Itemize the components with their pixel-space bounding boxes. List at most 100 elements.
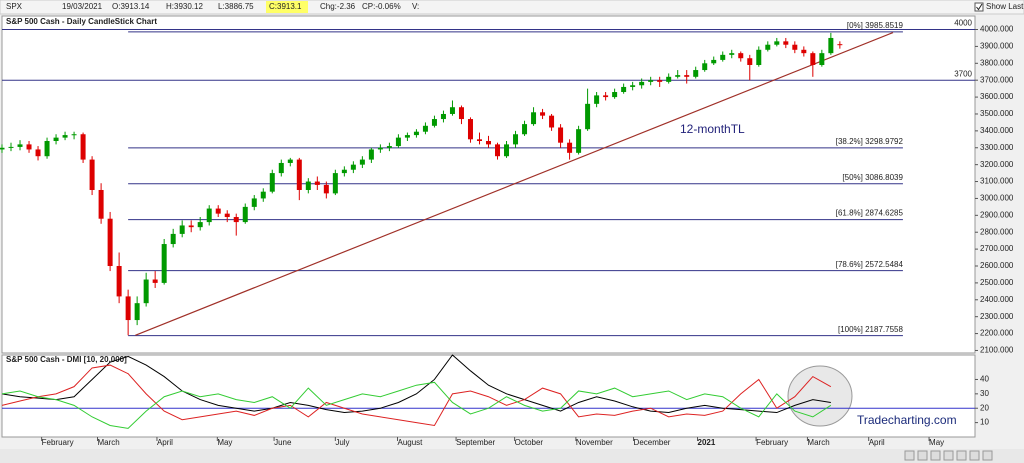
candle-body	[431, 119, 437, 126]
candle-body	[314, 181, 320, 185]
checkmark	[976, 3, 983, 11]
candle-body	[585, 103, 591, 130]
candle-body	[422, 125, 428, 132]
trendline	[135, 31, 894, 336]
candle-body	[819, 53, 825, 65]
y-tick-label: 3500.000	[980, 109, 1014, 118]
close-highlight	[266, 1, 308, 13]
y-tick-label: 3400.000	[980, 126, 1014, 135]
nav-button[interactable]	[956, 450, 967, 461]
y-tick-label: 30	[980, 389, 989, 398]
candle-body	[738, 53, 744, 59]
candle-body	[350, 164, 356, 170]
change: Chg:-2.36	[320, 2, 356, 11]
candle-body	[648, 80, 654, 82]
candle-body	[62, 135, 68, 138]
candle-body	[675, 75, 681, 77]
candle-body	[576, 129, 582, 153]
candle-body	[107, 218, 113, 267]
candle-body	[8, 146, 14, 148]
x-tick-label: July	[335, 438, 349, 447]
candle-body	[486, 141, 491, 145]
candle-body	[504, 144, 510, 157]
candle-body	[413, 131, 419, 136]
x-tick-label: March	[807, 438, 829, 447]
y-tick-label: 2200.000	[980, 329, 1014, 338]
candle-body	[603, 95, 609, 98]
candle-body	[152, 279, 158, 283]
dmi-title: S&P 500 Cash - DMI [10, 20.000]	[6, 355, 127, 364]
candle-body	[467, 119, 473, 140]
y-tick-label: 10	[980, 418, 989, 427]
dmi-panel	[1, 354, 976, 438]
x-tick-label: May	[217, 438, 232, 447]
nav-button[interactable]	[930, 450, 941, 461]
checkbox[interactable]	[974, 2, 984, 12]
volume: V:	[412, 2, 419, 11]
candle-body	[792, 44, 798, 50]
x-tick-label: February	[42, 438, 74, 447]
y-tick-label: 2900.000	[980, 210, 1014, 219]
candle-body	[594, 95, 600, 104]
candle-body	[558, 127, 564, 143]
candle-body	[287, 159, 293, 163]
candle-body	[368, 149, 374, 160]
candle-body	[233, 217, 239, 223]
candle-body	[828, 37, 834, 54]
candle-body	[711, 59, 717, 64]
high: H:3930.12	[166, 2, 203, 11]
x-tick-label: March	[97, 438, 119, 447]
candle-body	[17, 144, 23, 147]
candle-body	[251, 198, 257, 207]
candle-body	[395, 137, 401, 147]
nav-button[interactable]	[917, 450, 928, 461]
dmi-line	[1, 364, 832, 427]
close: C:3913.1	[269, 2, 302, 11]
h-line-label: 4000	[954, 19, 972, 28]
candle-body	[125, 296, 131, 321]
candle-body	[702, 63, 708, 71]
candle-body	[440, 113, 446, 120]
open: O:3913.14	[112, 2, 150, 11]
candle-body	[458, 107, 464, 120]
candle-body	[783, 41, 789, 45]
candle-body	[774, 41, 780, 45]
candle-body	[341, 169, 347, 174]
trendline-label: 12-monthTL	[680, 122, 745, 136]
candle-body	[242, 206, 248, 223]
low: L:3886.75	[218, 2, 254, 11]
show-last[interactable]: Show Last	[986, 2, 1024, 11]
candle-body	[197, 222, 203, 228]
candle-body	[549, 115, 555, 128]
candle-body	[612, 92, 618, 98]
y-tick-label: 3200.000	[980, 160, 1014, 169]
candle-body	[476, 139, 482, 142]
watermark: Tradecharting.com	[857, 413, 957, 427]
y-tick-label: 40	[980, 375, 989, 384]
nav-button[interactable]	[969, 450, 980, 461]
scrollbar[interactable]	[0, 449, 1024, 463]
nav-button[interactable]	[904, 450, 915, 461]
candle-body	[98, 189, 104, 219]
candle-body	[495, 144, 501, 157]
candle-body	[332, 173, 338, 194]
toolbar	[0, 0, 1024, 15]
x-tick-label: October	[515, 438, 544, 447]
fib-label: [0%] 3985.8519	[847, 21, 904, 30]
candle-body	[666, 76, 672, 82]
x-tick-label: April	[869, 438, 885, 447]
x-tick-label: February	[756, 438, 788, 447]
nav-button[interactable]	[943, 450, 954, 461]
candle-body	[323, 184, 329, 194]
candle-body	[522, 124, 528, 135]
fib-label: [78.6%] 2572.5484	[836, 260, 904, 269]
candle-body	[296, 159, 302, 190]
candle-body	[44, 141, 50, 157]
y-tick-label: 3000.000	[980, 194, 1014, 203]
y-tick-label: 3700.000	[980, 75, 1014, 84]
candle-body	[170, 233, 176, 245]
candle-body	[377, 147, 383, 150]
candle-body	[305, 181, 311, 190]
nav-button[interactable]	[982, 450, 993, 461]
candle-body	[53, 137, 59, 142]
